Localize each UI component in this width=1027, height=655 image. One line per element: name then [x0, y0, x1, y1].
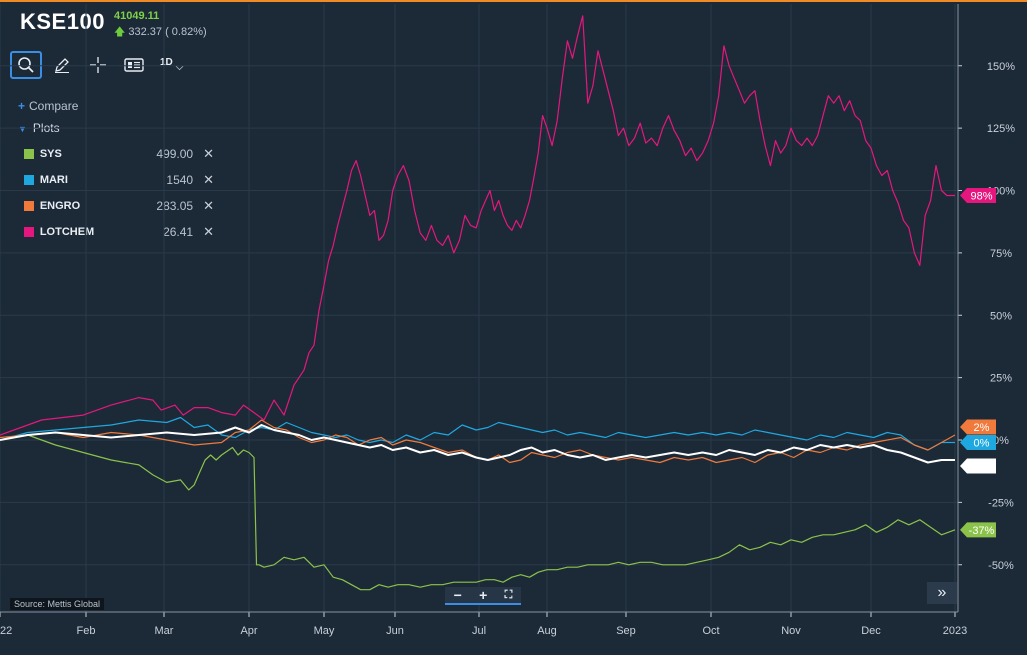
- zoom-out-button[interactable]: −: [453, 587, 462, 603]
- x-axis: 2022 Feb Mar Apr May Jun Jul Aug Sep Oct Nov Dec 202…: [0, 611, 967, 637]
- remove-series-icon[interactable]: ✕: [203, 146, 214, 161]
- compare-button[interactable]: + Compare: [18, 99, 78, 113]
- tag-label: 0%: [974, 437, 990, 449]
- x-tick-label: 2022: [0, 625, 12, 637]
- legend-row-lotchem: LOTCHEM 26.41 ✕: [24, 223, 214, 241]
- legend-value: 499.00: [156, 147, 194, 161]
- x-tick-label: Nov: [781, 625, 801, 637]
- chevron-down-icon: ⌵: [175, 62, 184, 73]
- y-tick-label: 75%: [990, 248, 1012, 260]
- plus-icon: +: [18, 99, 26, 113]
- news-icon: [124, 58, 144, 72]
- crosshair-tool-button[interactable]: [82, 51, 114, 79]
- x-tick-label: Sep: [616, 625, 636, 637]
- search-icon: [18, 57, 34, 73]
- tag-label: 98%: [970, 190, 992, 202]
- legend-name: SYS: [39, 148, 62, 160]
- source-label: Source: Mettis Global: [10, 598, 105, 610]
- legend-row-sys: SYS 499.00 ✕: [24, 145, 214, 163]
- interval-select[interactable]: 1D ⌵: [160, 57, 183, 73]
- x-tick-label: May: [314, 625, 335, 637]
- tag-label: 2%: [974, 422, 990, 434]
- y-axis: 150%125%100%75%50%25%0%-25%-50%: [957, 4, 1015, 612]
- tag-shape: [960, 458, 996, 474]
- zoom-in-button[interactable]: +: [479, 587, 488, 603]
- last-value-tag-lotchem: 98%: [960, 187, 996, 203]
- caret-down-icon: ▼: [18, 124, 27, 134]
- y-tick-label: -25%: [988, 497, 1014, 509]
- last-value-tag-engro: 2%: [960, 419, 996, 435]
- draw-tool-button[interactable]: [46, 51, 78, 79]
- legend-name: MARI: [39, 174, 68, 186]
- x-tick-label: Feb: [77, 625, 96, 637]
- last-value-tag-sys: -37%: [960, 522, 996, 538]
- remove-series-icon[interactable]: ✕: [203, 224, 214, 239]
- series-line-engro: [0, 419, 956, 464]
- y-tick-label: 125%: [987, 123, 1015, 135]
- compare-label: Compare: [29, 99, 79, 113]
- legend-row-engro: ENGRO 283.05 ✕: [24, 197, 214, 215]
- interval-value: 1D: [160, 57, 173, 68]
- remove-series-icon[interactable]: ✕: [203, 172, 214, 187]
- tag-shape: [960, 187, 996, 203]
- change-value: 332.37 ( 0.82%): [128, 26, 207, 38]
- x-tick-label: 2023: [943, 625, 967, 637]
- x-tick-label: Mar: [155, 625, 174, 637]
- scroll-to-latest-button[interactable]: »: [927, 582, 957, 604]
- tag-label: -8%: [972, 461, 992, 473]
- reset-zoom-button[interactable]: ⛶: [504, 589, 513, 601]
- tag-label: -37%: [969, 525, 995, 537]
- x-tick-label: Oct: [702, 625, 719, 637]
- legend-name: ENGRO: [39, 200, 81, 212]
- y-tick-label: 0%: [993, 435, 1009, 447]
- legend-row-mari: MARI 1540 ✕: [24, 171, 214, 189]
- legend-name: LOTCHEM: [39, 226, 95, 238]
- news-tool-button[interactable]: [118, 51, 150, 79]
- legend-value: 26.41: [163, 225, 194, 239]
- series-line-sys: [0, 434, 956, 591]
- index-change: 🡅 332.37 ( 0.82%): [114, 23, 207, 42]
- last-value-tag-mari: 0%: [960, 434, 996, 450]
- pencil-icon: [55, 58, 69, 73]
- crosshair-icon: [90, 57, 106, 73]
- x-tick-label: Dec: [861, 625, 881, 637]
- x-tick-label: Jun: [386, 625, 404, 637]
- chart-grid: [0, 4, 958, 612]
- legend-swatch: [24, 227, 34, 237]
- chart-toolbar: 1D ⌵: [10, 50, 183, 80]
- search-tool-button[interactable]: [10, 51, 42, 79]
- x-tick-label: Jul: [472, 625, 486, 637]
- tag-shape: [960, 434, 996, 450]
- index-price: 41049.11: [114, 10, 160, 22]
- legend-value: 1540: [166, 173, 194, 187]
- last-value-tags: 98% -37% 0% 2% -8%: [960, 187, 996, 538]
- series-line-kse100: [0, 424, 955, 464]
- y-tick-label: 50%: [990, 310, 1012, 322]
- remove-series-icon[interactable]: ✕: [203, 198, 214, 213]
- tag-shape: [960, 419, 996, 435]
- tag-shape: [960, 522, 996, 538]
- up-arrow-icon: 🡅: [114, 26, 126, 38]
- chart-series: [0, 15, 956, 591]
- y-tick-label: 25%: [990, 373, 1012, 385]
- x-tick-label: Aug: [537, 625, 557, 637]
- x-tick-label: Apr: [240, 625, 257, 637]
- legend-swatch: [24, 175, 34, 185]
- last-value-tag-kse100: -8%: [960, 458, 996, 474]
- legend-value: 283.05: [156, 199, 194, 213]
- legend-swatch: [24, 201, 34, 211]
- top-accent-bar: [0, 0, 1027, 2]
- y-tick-label: -50%: [988, 560, 1014, 572]
- symbol-title: KSE100: [20, 9, 105, 34]
- y-tick-label: 150%: [987, 61, 1015, 73]
- series-line-lotchem: [0, 15, 955, 436]
- legend-swatch: [24, 149, 34, 159]
- zoom-controls: − + ⛶: [445, 587, 521, 605]
- series-line-mari: [0, 416, 955, 451]
